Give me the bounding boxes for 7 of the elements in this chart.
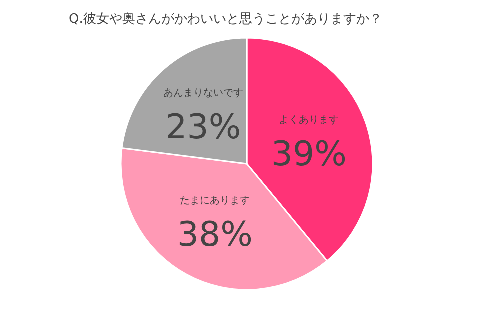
slice-label: たまにあります <box>180 195 250 206</box>
data-label: 38% <box>177 214 253 255</box>
chart-title: Q.彼女や奥さんがかわいいと思うことがありますか？ <box>69 12 382 27</box>
slice-label: あんまりないです <box>163 88 244 99</box>
data-label: 23% <box>166 107 242 148</box>
data-label: 39% <box>271 134 347 175</box>
slice-label: よくあります <box>279 115 340 126</box>
